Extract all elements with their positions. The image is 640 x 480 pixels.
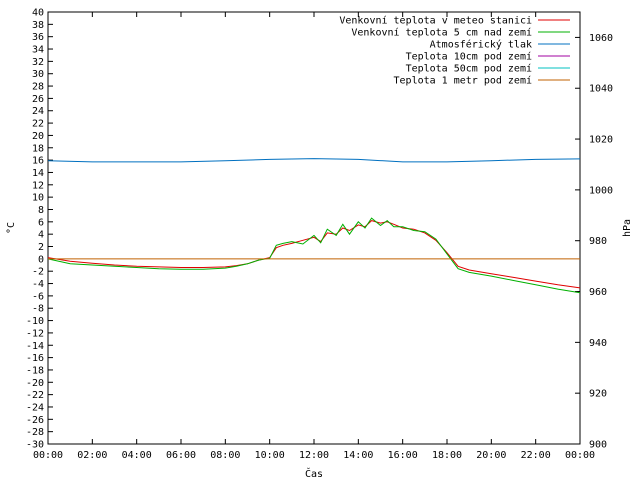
right-y-axis: 1060 1040 1020 1000 980 960 940 920 900 xyxy=(575,33,613,451)
left-y-axis: 4038363432302826242220181614121086420-2-… xyxy=(26,8,53,451)
x-tick-label: 08:00 xyxy=(210,450,240,461)
y-left-tick-label: 2 xyxy=(38,242,44,253)
y-left-tick-label: -20 xyxy=(26,378,44,389)
legend-label: Venkovní teplota 5 cm nad zemí xyxy=(351,27,532,39)
right-y-axis-title: hPa xyxy=(622,219,633,237)
legend-label: Teplota 10cm pod zemí xyxy=(406,51,532,63)
legend-label: Teplota 1 metr pod zemí xyxy=(394,75,532,87)
legend-label: Atmosférický tlak xyxy=(430,39,532,51)
y-left-tick-label: 0 xyxy=(38,254,44,265)
y-left-tick-label: 14 xyxy=(32,168,44,179)
x-tick-label: 06:00 xyxy=(166,450,196,461)
x-tick-label: 10:00 xyxy=(255,450,285,461)
x-tick-label: 22:00 xyxy=(521,450,551,461)
x-axis-title: Čas xyxy=(305,467,323,480)
x-tick-label: 02:00 xyxy=(77,450,107,461)
y-left-tick-label: 36 xyxy=(32,32,44,43)
y-right-tick-label: 1060 xyxy=(589,33,613,44)
y-left-tick-label: 40 xyxy=(32,8,44,19)
y-right-tick-label: 940 xyxy=(589,338,607,349)
y-left-tick-label: 6 xyxy=(38,217,44,228)
y-left-tick-label: -12 xyxy=(26,328,44,339)
y-right-tick-label: 1000 xyxy=(589,185,613,196)
y-left-tick-label: -6 xyxy=(32,291,44,302)
y-left-tick-label: -8 xyxy=(32,304,44,315)
y-left-tick-label: 24 xyxy=(32,106,44,117)
y-left-tick-label: 26 xyxy=(32,94,44,105)
y-left-tick-label: 10 xyxy=(32,193,44,204)
x-tick-label: 00:00 xyxy=(565,450,595,461)
y-left-tick-label: -10 xyxy=(26,316,44,327)
series-lines xyxy=(47,158,581,294)
y-right-tick-label: 1020 xyxy=(589,135,613,146)
y-right-tick-label: 900 xyxy=(589,440,607,451)
series-line xyxy=(47,217,581,294)
y-left-tick-label: 18 xyxy=(32,143,44,154)
y-left-tick-label: 8 xyxy=(38,205,44,216)
x-tick-label: 00:00 xyxy=(33,450,63,461)
y-left-tick-label: 16 xyxy=(32,156,44,167)
y-left-tick-label: 30 xyxy=(32,69,44,80)
series-line xyxy=(47,220,581,289)
y-left-tick-label: 20 xyxy=(32,131,44,142)
y-left-tick-label: -2 xyxy=(32,267,44,278)
y-left-tick-label: -18 xyxy=(26,365,44,376)
legend: Venkovní teplota v meteo staniciVenkovní… xyxy=(339,15,570,87)
y-left-tick-label: -22 xyxy=(26,390,44,401)
y-left-tick-label: 34 xyxy=(32,45,44,56)
y-left-tick-label: 22 xyxy=(32,119,44,130)
series-line xyxy=(47,158,581,163)
y-left-tick-label: -24 xyxy=(26,402,44,413)
y-left-tick-label: -4 xyxy=(32,279,44,290)
y-left-tick-label: -14 xyxy=(26,341,44,352)
x-tick-label: 14:00 xyxy=(343,450,373,461)
x-tick-label: 18:00 xyxy=(432,450,462,461)
x-tick-label: 16:00 xyxy=(388,450,418,461)
x-tick-label: 12:00 xyxy=(299,450,329,461)
y-right-tick-label: 960 xyxy=(589,287,607,298)
y-left-tick-label: -28 xyxy=(26,427,44,438)
y-right-tick-label: 980 xyxy=(589,236,607,247)
y-left-tick-label: 4 xyxy=(38,230,44,241)
y-left-tick-label: -16 xyxy=(26,353,44,364)
y-left-tick-label: 12 xyxy=(32,180,44,191)
legend-label: Venkovní teplota v meteo stanici xyxy=(339,15,532,27)
y-left-tick-label: -26 xyxy=(26,415,44,426)
y-left-tick-label: 38 xyxy=(32,20,44,31)
y-right-tick-label: 1040 xyxy=(589,84,613,95)
y-left-tick-label: -30 xyxy=(26,440,44,451)
y-left-tick-label: 28 xyxy=(32,82,44,93)
x-axis: 00:00 02:00 04:00 06:00 08:00 10:00 12:00 14:00… xyxy=(33,12,595,461)
x-tick-label: 04:00 xyxy=(122,450,152,461)
x-tick-label: 20:00 xyxy=(476,450,506,461)
legend-label: Teplota 50cm pod zemí xyxy=(406,63,532,75)
y-right-tick-label: 920 xyxy=(589,389,607,400)
y-left-tick-label: 32 xyxy=(32,57,44,68)
left-y-axis-title: °C xyxy=(6,222,17,234)
